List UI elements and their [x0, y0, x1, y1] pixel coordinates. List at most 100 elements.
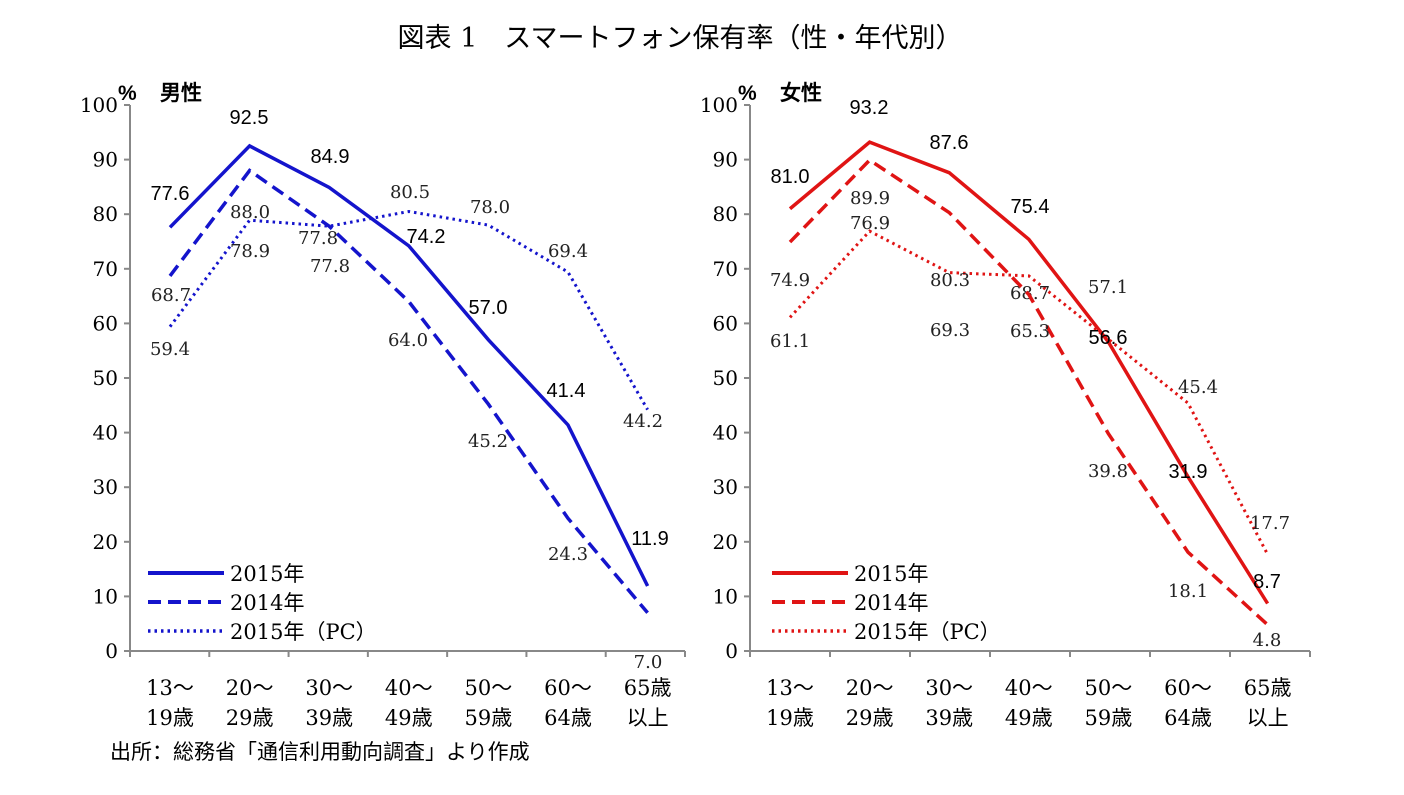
legend-label: 2015年	[854, 562, 928, 586]
data-label: 88.0	[230, 202, 270, 223]
x-tick-label: 30～	[305, 676, 353, 700]
y-tick-label: 70	[93, 257, 118, 281]
data-label: 56.6	[1089, 327, 1128, 349]
data-label: 31.9	[1169, 461, 1208, 483]
figure-title: 図表 1 スマートフォン保有率（性・年代別）	[397, 23, 963, 54]
y-tick-label: 100	[80, 93, 118, 117]
x-tick-label: 13～	[146, 676, 194, 700]
y-tick-label: 90	[93, 148, 118, 172]
x-tick-label: 20～	[846, 676, 894, 700]
y-tick-label: 30	[713, 475, 738, 499]
data-label: 78.0	[470, 197, 510, 218]
x-tick-label: 以上	[627, 706, 669, 730]
x-tick-label: 60～	[544, 676, 592, 700]
legend-label: 2014年	[230, 591, 304, 615]
data-label: 18.1	[1168, 581, 1208, 602]
data-label: 80.3	[930, 270, 970, 291]
series-line-dotted	[788, 229, 1269, 556]
series-line-dashed	[168, 168, 649, 614]
y-tick-label: 100	[700, 93, 738, 117]
legend-label: 2015年（PC）	[854, 620, 1001, 644]
series-line-solid	[788, 140, 1270, 605]
data-label: 80.5	[390, 182, 430, 203]
data-label: 65.3	[1010, 321, 1050, 342]
x-tick-label: 50～	[1085, 676, 1133, 700]
x-tick-label: 59歳	[465, 706, 513, 730]
y-tick-label: 10	[93, 584, 118, 608]
y-tick-label: 0	[725, 639, 738, 663]
data-label: 44.2	[623, 411, 663, 432]
data-label: 89.9	[850, 188, 890, 209]
x-tick-label: 50～	[465, 676, 513, 700]
y-tick-label: 80	[713, 202, 738, 226]
y-tick-label: 0	[105, 639, 118, 663]
x-tick-label: 19歳	[146, 706, 194, 730]
data-label: 84.9	[311, 146, 350, 168]
series-line-dotted	[168, 209, 649, 411]
x-tick-label: 20～	[226, 676, 274, 700]
x-tick-label: 40～	[1005, 676, 1053, 700]
legend-label: 2014年	[854, 591, 928, 615]
data-label: 39.8	[1088, 461, 1128, 482]
y-tick-label: 30	[93, 475, 118, 499]
data-label: 77.6	[151, 183, 190, 205]
x-tick-label: 以上	[1247, 706, 1289, 730]
series-line-dashed	[788, 157, 1269, 627]
x-tick-label: 29歳	[846, 706, 894, 730]
y-tick-label: 40	[713, 421, 738, 445]
series-line-solid	[168, 143, 650, 587]
data-label: 76.9	[850, 213, 890, 234]
data-label: 8.7	[1253, 571, 1281, 593]
x-tick-label: 65歳	[624, 676, 672, 700]
panel-title: 男性	[160, 81, 202, 105]
x-tick-label: 65歳	[1244, 676, 1292, 700]
x-tick-label: 64歳	[544, 706, 592, 730]
data-label: 93.2	[850, 97, 889, 119]
data-label: 11.9	[631, 528, 668, 550]
y-axis-unit: %	[118, 82, 137, 105]
y-tick-label: 50	[93, 366, 118, 390]
x-tick-label: 49歳	[1005, 706, 1053, 730]
data-label: 77.8	[298, 228, 338, 249]
legend-label: 2015年（PC）	[230, 620, 377, 644]
data-label: 87.6	[930, 132, 969, 154]
data-label: 75.4	[1011, 196, 1050, 218]
data-label: 57.1	[1088, 277, 1128, 298]
data-label: 69.4	[548, 241, 588, 262]
panel-title: 女性	[780, 81, 822, 105]
y-tick-label: 80	[93, 202, 118, 226]
y-tick-label: 60	[713, 311, 738, 335]
data-label: 61.1	[770, 331, 810, 352]
x-tick-label: 39歳	[305, 706, 353, 730]
y-tick-label: 40	[93, 421, 118, 445]
x-tick-label: 64歳	[1164, 706, 1212, 730]
data-label: 74.2	[407, 226, 446, 248]
data-label: 4.8	[1253, 630, 1282, 651]
data-label: 92.5	[230, 107, 269, 129]
data-label: 64.0	[388, 330, 428, 351]
data-label: 7.0	[634, 652, 663, 673]
data-label: 17.7	[1250, 513, 1290, 534]
data-label: 45.2	[468, 431, 508, 452]
data-label: 77.8	[310, 256, 350, 277]
y-tick-label: 20	[93, 530, 118, 554]
y-tick-label: 20	[713, 530, 738, 554]
x-tick-label: 30～	[925, 676, 973, 700]
data-label: 81.0	[771, 166, 810, 188]
y-tick-label: 50	[713, 366, 738, 390]
x-tick-label: 49歳	[385, 706, 433, 730]
y-tick-label: 90	[713, 148, 738, 172]
x-tick-label: 60～	[1164, 676, 1212, 700]
data-label: 69.3	[930, 320, 970, 341]
legend-label: 2015年	[230, 562, 304, 586]
data-label: 59.4	[150, 339, 190, 360]
x-tick-label: 19歳	[766, 706, 814, 730]
y-tick-label: 70	[713, 257, 738, 281]
data-label: 57.0	[469, 297, 508, 319]
data-label: 45.4	[1178, 377, 1218, 398]
data-label: 24.3	[548, 544, 588, 565]
x-tick-label: 59歳	[1085, 706, 1133, 730]
x-tick-label: 39歳	[925, 706, 973, 730]
